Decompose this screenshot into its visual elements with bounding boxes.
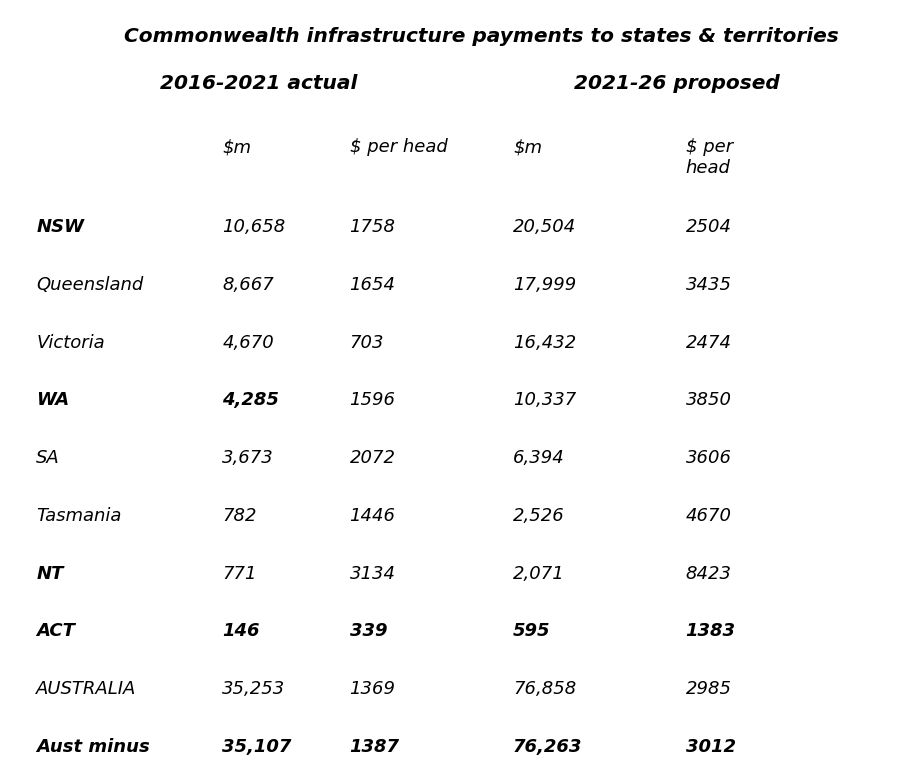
Text: 3435: 3435	[686, 276, 732, 294]
Text: 17,999: 17,999	[513, 276, 577, 294]
Text: 35,253: 35,253	[222, 680, 286, 698]
Text: 3850: 3850	[686, 391, 732, 410]
Text: 76,263: 76,263	[513, 738, 582, 756]
Text: 771: 771	[222, 565, 257, 583]
Text: $ per
head: $ per head	[686, 138, 733, 177]
Text: 2021-26 proposed: 2021-26 proposed	[574, 74, 779, 93]
Text: 2,526: 2,526	[513, 507, 565, 525]
Text: NT: NT	[36, 565, 64, 583]
Text: 146: 146	[222, 622, 260, 641]
Text: $m: $m	[513, 138, 542, 157]
Text: AUSTRALIA: AUSTRALIA	[36, 680, 137, 698]
Text: Victoria: Victoria	[36, 334, 105, 352]
Text: 2474: 2474	[686, 334, 732, 352]
Text: 2016-2021 actual: 2016-2021 actual	[160, 74, 358, 93]
Text: 35,107: 35,107	[222, 738, 291, 756]
Text: SA: SA	[36, 449, 60, 467]
Text: 2,071: 2,071	[513, 565, 565, 583]
Text: Tasmania: Tasmania	[36, 507, 122, 525]
Text: Aust minus
ACT: Aust minus ACT	[36, 738, 150, 760]
Text: 1387: 1387	[350, 738, 400, 756]
Text: 2985: 2985	[686, 680, 732, 698]
Text: 3,673: 3,673	[222, 449, 274, 467]
Text: 1383: 1383	[686, 622, 735, 641]
Text: 4,285: 4,285	[222, 391, 280, 410]
Text: 703: 703	[350, 334, 384, 352]
Text: 3012: 3012	[686, 738, 735, 756]
Text: 20,504: 20,504	[513, 218, 577, 236]
Text: 339: 339	[350, 622, 387, 641]
Text: NSW: NSW	[36, 218, 84, 236]
Text: 1654: 1654	[350, 276, 396, 294]
Text: 1758: 1758	[350, 218, 396, 236]
Text: 16,432: 16,432	[513, 334, 577, 352]
Text: 8423: 8423	[686, 565, 732, 583]
Text: 1596: 1596	[350, 391, 396, 410]
Text: 3134: 3134	[350, 565, 396, 583]
Text: $m: $m	[222, 138, 252, 157]
Text: Commonwealth infrastructure payments to states & territories: Commonwealth infrastructure payments to …	[123, 27, 839, 46]
Text: 1446: 1446	[350, 507, 396, 525]
Text: 6,394: 6,394	[513, 449, 565, 467]
Text: 4670: 4670	[686, 507, 732, 525]
Text: 8,667: 8,667	[222, 276, 274, 294]
Text: 2072: 2072	[350, 449, 396, 467]
Text: 1369: 1369	[350, 680, 396, 698]
Text: 3606: 3606	[686, 449, 732, 467]
Text: 10,658: 10,658	[222, 218, 286, 236]
Text: 4,670: 4,670	[222, 334, 274, 352]
Text: 2504: 2504	[686, 218, 732, 236]
Text: 782: 782	[222, 507, 257, 525]
Text: 595: 595	[513, 622, 550, 641]
Text: ACT: ACT	[36, 622, 75, 641]
Text: 76,858: 76,858	[513, 680, 577, 698]
Text: WA: WA	[36, 391, 69, 410]
Text: Queensland: Queensland	[36, 276, 143, 294]
Text: $ per head: $ per head	[350, 138, 448, 157]
Text: 10,337: 10,337	[513, 391, 577, 410]
